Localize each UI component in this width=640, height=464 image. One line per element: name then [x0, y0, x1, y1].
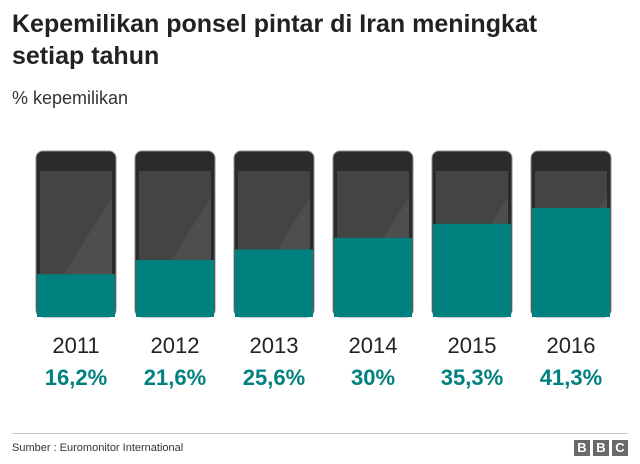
- bar: [235, 249, 313, 317]
- x-tick-label: 2016: [547, 333, 596, 358]
- bbc-logo-letter: B: [574, 440, 590, 456]
- bar: [532, 208, 610, 317]
- data-label: 35,3%: [441, 365, 503, 390]
- data-label: 30%: [351, 365, 395, 390]
- bbc-logo-letter: C: [612, 440, 628, 456]
- bar: [37, 274, 115, 317]
- chart-subtitle: % kepemilikan: [12, 88, 129, 108]
- bbc-logo-letter: B: [593, 440, 609, 456]
- data-label: 25,6%: [243, 365, 305, 390]
- source-note: Sumber : Euromonitor International: [12, 442, 184, 454]
- footer-divider: [12, 433, 628, 434]
- x-tick-label: 2015: [448, 333, 497, 358]
- x-tick-label: 2012: [151, 333, 200, 358]
- x-tick-label: 2014: [349, 333, 398, 358]
- x-tick-label: 2013: [250, 333, 299, 358]
- data-label: 41,3%: [540, 365, 602, 390]
- chart-title: Kepemilikan ponsel pintar di Iran mening…: [12, 10, 538, 70]
- x-tick-label: 2011: [52, 333, 99, 358]
- bbc-logo: B B C: [574, 440, 628, 456]
- bar: [136, 259, 214, 317]
- bar: [433, 223, 511, 317]
- bar: [334, 237, 412, 317]
- data-label: 16,2%: [45, 365, 107, 390]
- data-label: 21,6%: [144, 365, 206, 390]
